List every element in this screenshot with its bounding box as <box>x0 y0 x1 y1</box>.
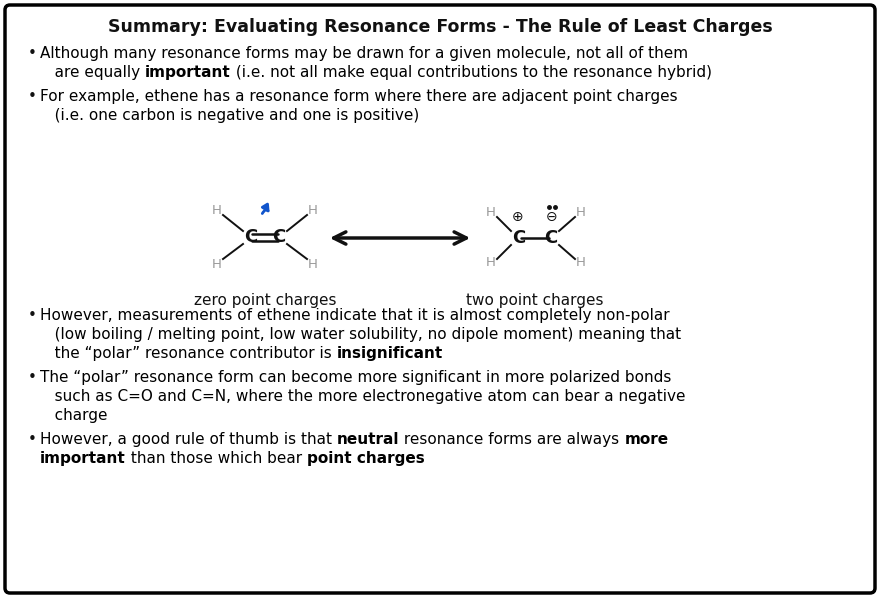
Text: such as C=O and C=N, where the more electronegative atom can bear a negative: such as C=O and C=N, where the more elec… <box>40 389 686 404</box>
Text: •: • <box>28 46 37 61</box>
Text: H: H <box>212 258 222 270</box>
Text: •: • <box>28 89 37 104</box>
Text: (low boiling / melting point, low water solubility, no dipole moment) meaning th: (low boiling / melting point, low water … <box>40 327 681 342</box>
Text: H: H <box>486 257 496 270</box>
FancyArrowPatch shape <box>262 204 268 213</box>
Text: (i.e. one carbon is negative and one is positive): (i.e. one carbon is negative and one is … <box>40 108 419 123</box>
Text: resonance forms are always: resonance forms are always <box>400 432 625 447</box>
Text: (i.e. not all make equal contributions to the resonance hybrid): (i.e. not all make equal contributions t… <box>231 65 712 80</box>
Text: Although many resonance forms may be drawn for a given molecule, not all of them: Although many resonance forms may be dra… <box>40 46 688 61</box>
Text: However, measurements of ethene indicate that it is almost completely non-polar: However, measurements of ethene indicate… <box>40 308 670 323</box>
Text: •: • <box>28 432 37 447</box>
Text: than those which bear: than those which bear <box>126 451 307 466</box>
Text: H: H <box>576 257 586 270</box>
Text: charge: charge <box>40 408 107 423</box>
Text: C: C <box>512 229 525 247</box>
Text: insignificant: insignificant <box>337 346 443 361</box>
Text: important: important <box>40 451 126 466</box>
Text: the “polar” resonance contributor is: the “polar” resonance contributor is <box>40 346 337 361</box>
FancyBboxPatch shape <box>5 5 875 593</box>
Text: However, a good rule of thumb is that: However, a good rule of thumb is that <box>40 432 337 447</box>
Text: C: C <box>245 228 258 246</box>
Text: are equally: are equally <box>40 65 145 80</box>
Text: zero point charges: zero point charges <box>194 293 336 308</box>
Text: C: C <box>273 228 286 246</box>
Text: C: C <box>545 229 558 247</box>
Text: neutral: neutral <box>337 432 400 447</box>
Text: •: • <box>28 370 37 385</box>
Text: H: H <box>576 206 586 219</box>
Text: •: • <box>28 308 37 323</box>
Text: two point charges: two point charges <box>466 293 604 308</box>
Text: Summary: Evaluating Resonance Forms - The Rule of Least Charges: Summary: Evaluating Resonance Forms - Th… <box>107 18 773 36</box>
Text: H: H <box>486 206 496 219</box>
Text: point charges: point charges <box>307 451 424 466</box>
Text: H: H <box>308 258 318 270</box>
Text: H: H <box>212 203 222 216</box>
Text: ⊕: ⊕ <box>512 210 524 224</box>
Text: H: H <box>308 203 318 216</box>
Text: ⊖: ⊖ <box>546 210 558 224</box>
Text: For example, ethene has a resonance form where there are adjacent point charges: For example, ethene has a resonance form… <box>40 89 678 104</box>
Text: important: important <box>145 65 231 80</box>
Text: The “polar” resonance form can become more significant in more polarized bonds: The “polar” resonance form can become mo… <box>40 370 671 385</box>
Text: more: more <box>625 432 669 447</box>
